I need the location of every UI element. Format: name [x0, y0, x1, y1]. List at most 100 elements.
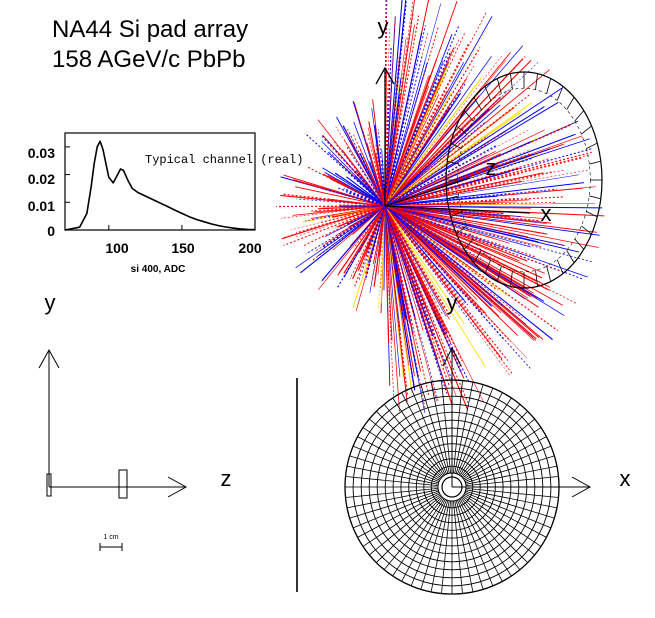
disk-segment	[535, 73, 538, 90]
side-y-axis-arrowhead	[38, 348, 60, 369]
track	[384, 82, 467, 207]
track	[384, 205, 404, 379]
track	[384, 205, 498, 291]
pad-sector-line	[362, 494, 441, 547]
disk-segment	[496, 266, 502, 282]
pad-sector-line	[463, 494, 542, 547]
pad-sector-line	[462, 495, 535, 556]
pad-sector-line	[460, 497, 521, 570]
track	[295, 205, 386, 269]
track	[384, 205, 487, 368]
track	[366, 143, 386, 207]
track	[373, 205, 386, 287]
track	[305, 205, 386, 255]
track	[384, 205, 457, 397]
track	[384, 42, 470, 207]
disk-segment	[546, 266, 552, 282]
pad-sector-line	[383, 404, 444, 477]
disk-segment	[484, 86, 492, 101]
track	[324, 205, 386, 237]
track	[324, 172, 386, 207]
disk-inner-ring	[457, 87, 591, 273]
detector-disk-perspective	[445, 71, 603, 289]
disk-segment	[566, 97, 575, 110]
disk-segment	[510, 73, 513, 90]
pad-sector-line	[392, 397, 445, 476]
x-tick-label-100: 100	[105, 240, 129, 256]
disk-segment	[447, 195, 459, 200]
track	[384, 205, 510, 244]
track	[384, 198, 516, 207]
track	[309, 205, 386, 212]
pad-sector-line	[376, 496, 443, 563]
track	[384, 205, 532, 298]
track	[370, 163, 386, 207]
histogram-x-axis-label: si 400, ADC	[131, 264, 186, 275]
track	[384, 205, 537, 342]
pad-sector-line	[464, 436, 547, 481]
track	[384, 205, 469, 403]
track	[384, 93, 440, 207]
track	[335, 126, 386, 207]
track	[366, 167, 386, 207]
track	[384, 205, 550, 291]
track	[384, 205, 422, 372]
pad-sector-line	[401, 499, 446, 582]
disk-segment	[450, 211, 462, 218]
track	[384, 24, 415, 207]
pad-sector-line	[465, 465, 557, 485]
disk-segment	[456, 225, 467, 235]
track	[384, 45, 392, 207]
track	[384, 205, 545, 302]
track	[384, 62, 428, 207]
disk-segment	[535, 270, 538, 287]
track	[384, 205, 511, 260]
track	[330, 179, 386, 207]
track	[384, 205, 509, 361]
front-view: y x	[344, 290, 631, 595]
track	[380, 205, 386, 304]
pad-sector-line	[454, 382, 474, 474]
track	[307, 166, 386, 207]
track	[384, 205, 580, 253]
track	[384, 157, 551, 207]
figure-title-line2: 158 AGeV/c PbPb	[52, 46, 246, 73]
track	[382, 160, 386, 207]
pad-sector-line	[465, 476, 559, 486]
track	[332, 205, 386, 251]
track	[384, 101, 559, 207]
track	[384, 93, 531, 207]
track	[384, 129, 545, 207]
track	[302, 205, 386, 247]
side-view: y z 1 cm	[38, 290, 232, 551]
track	[384, 59, 426, 207]
pad-sector-line	[369, 418, 442, 479]
track	[384, 205, 600, 236]
track	[384, 195, 498, 207]
disk-segment	[456, 125, 467, 135]
track	[368, 121, 386, 207]
track	[384, 205, 588, 278]
track	[384, 205, 401, 377]
y-tick-label-2: 0.02	[28, 171, 55, 187]
figure-title-line1: NA44 Si pad array	[52, 16, 249, 43]
pad-sector-line	[357, 493, 440, 538]
track	[357, 205, 386, 271]
track	[384, 81, 437, 207]
side-detector-plane-1	[46, 473, 52, 497]
track	[295, 186, 386, 207]
x-tick-label-200: 200	[238, 240, 262, 256]
y-tick-label-1: 0.01	[28, 198, 55, 214]
track	[349, 205, 386, 266]
track	[384, 205, 453, 382]
disk-segment	[546, 78, 552, 94]
track	[384, 203, 551, 207]
pad-sector-line	[420, 384, 449, 474]
pad-sector-line	[420, 500, 449, 590]
track	[366, 205, 386, 246]
event-z-axis-label: z	[486, 155, 497, 180]
track	[384, 205, 532, 209]
disk-segment	[484, 259, 492, 274]
track	[384, 205, 435, 332]
track	[384, 205, 400, 412]
